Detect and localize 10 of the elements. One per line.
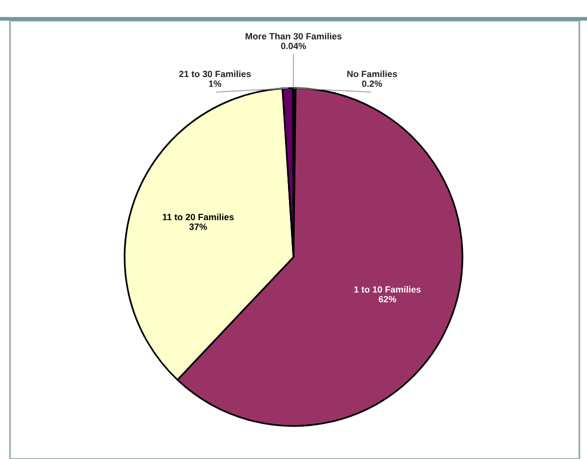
data-label: 0.04% [281, 42, 306, 50]
slice-label: More Than 30 Families [246, 32, 342, 40]
slice-label: 21 to 30 Families [179, 70, 251, 78]
slice-label: 11 to 20 Families [162, 214, 234, 220]
data-label: 62% [378, 296, 396, 302]
data-label: 1% [209, 80, 222, 87]
slice-label: No Families [347, 70, 397, 78]
slice-label: 1 to 10 Families [354, 286, 421, 293]
data-label: 0.2% [362, 80, 382, 87]
data-label: 37% [189, 224, 207, 230]
